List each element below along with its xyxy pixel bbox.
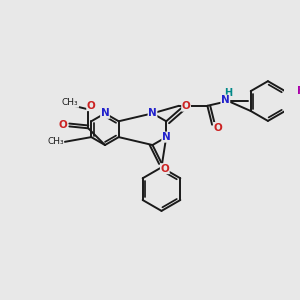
Text: N: N: [162, 132, 171, 142]
Text: O: O: [213, 122, 222, 133]
Text: O: O: [182, 101, 190, 111]
Text: O: O: [87, 100, 95, 111]
Text: CH₃: CH₃: [47, 137, 64, 146]
Text: N: N: [221, 95, 230, 105]
Text: O: O: [160, 164, 169, 174]
Text: F: F: [297, 86, 300, 96]
Text: N: N: [100, 108, 109, 118]
Text: N: N: [148, 108, 157, 118]
Text: CH₃: CH₃: [62, 98, 79, 107]
Text: O: O: [58, 119, 67, 130]
Text: H: H: [224, 88, 232, 98]
